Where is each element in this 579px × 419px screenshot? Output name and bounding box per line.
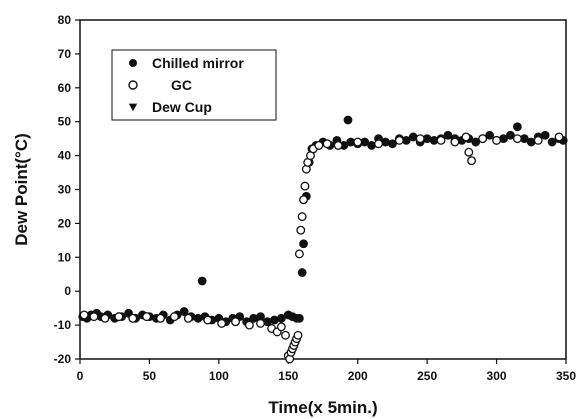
x-tick-label: 350 bbox=[556, 369, 576, 383]
legend-marker-gc bbox=[128, 80, 138, 90]
data-point bbox=[128, 313, 138, 323]
data-point bbox=[89, 312, 99, 322]
y-tick-label: 80 bbox=[58, 13, 72, 27]
legend-item-dew-cup: Dew Cup bbox=[128, 99, 212, 115]
legend-label-dew-cup: Dew Cup bbox=[152, 99, 212, 115]
data-point bbox=[436, 135, 446, 145]
data-point bbox=[197, 276, 207, 286]
y-tick-label: 40 bbox=[58, 149, 72, 163]
data-point bbox=[415, 134, 425, 144]
data-point bbox=[293, 330, 303, 340]
y-tick-label: 60 bbox=[58, 81, 72, 95]
data-point bbox=[300, 181, 310, 191]
y-tick-label: 0 bbox=[64, 284, 71, 298]
data-point bbox=[169, 312, 179, 322]
data-point bbox=[388, 139, 397, 149]
y-tick-label: 10 bbox=[58, 250, 72, 264]
x-tick-label: 300 bbox=[487, 369, 507, 383]
x-tick-label: 150 bbox=[278, 369, 298, 383]
legend-item-chilled-mirror: Chilled mirror bbox=[129, 55, 244, 71]
legend-marker-chilled-mirror bbox=[129, 59, 137, 67]
legend-item-gc: GC bbox=[128, 77, 192, 93]
data-point bbox=[294, 313, 304, 323]
data-point bbox=[443, 130, 453, 140]
data-point bbox=[374, 139, 383, 149]
x-tick-label: 250 bbox=[417, 369, 437, 383]
data-point bbox=[299, 195, 309, 205]
data-point bbox=[79, 310, 89, 320]
y-axis: -20 -10 0 10 20 30 40 50 60 70 80 bbox=[54, 13, 80, 366]
data-point bbox=[533, 135, 543, 145]
data-point bbox=[256, 318, 265, 328]
data-point bbox=[554, 132, 564, 142]
x-tick-label: 50 bbox=[143, 369, 157, 383]
data-point bbox=[333, 140, 343, 150]
y-tick-label: 70 bbox=[58, 47, 72, 61]
legend-label-gc: GC bbox=[171, 77, 192, 93]
x-tick-label: 200 bbox=[348, 369, 368, 383]
legend: Chilled mirror GC Dew Cup bbox=[111, 49, 277, 121]
data-point bbox=[478, 134, 488, 144]
data-point bbox=[461, 132, 471, 142]
data-point bbox=[513, 122, 522, 132]
data-point bbox=[276, 313, 286, 323]
data-point bbox=[297, 212, 307, 222]
data-point bbox=[244, 320, 254, 330]
data-point bbox=[114, 312, 124, 322]
data-point bbox=[314, 140, 324, 150]
legend-marker-dew-cup bbox=[128, 103, 138, 112]
data-points bbox=[78, 115, 568, 364]
legend-label-chilled-mirror: Chilled mirror bbox=[152, 55, 244, 71]
data-point bbox=[540, 130, 550, 140]
data-point bbox=[217, 318, 227, 328]
y-tick-label: -20 bbox=[54, 352, 72, 366]
x-axis-title: Time(x 5min.) bbox=[268, 398, 377, 417]
data-point bbox=[281, 330, 290, 340]
data-point bbox=[506, 130, 515, 140]
x-axis: 0 50 100 150 200 250 300 350 bbox=[77, 359, 576, 383]
y-tick-label: 30 bbox=[58, 183, 72, 197]
data-point bbox=[294, 249, 304, 259]
y-tick-label: -10 bbox=[54, 318, 72, 332]
data-point bbox=[485, 130, 495, 140]
x-tick-label: 0 bbox=[77, 369, 84, 383]
y-tick-label: 20 bbox=[58, 216, 72, 230]
data-point bbox=[156, 313, 165, 323]
data-point bbox=[183, 313, 193, 323]
data-point bbox=[512, 134, 522, 144]
x-tick-label: 100 bbox=[209, 369, 229, 383]
data-point bbox=[450, 137, 460, 147]
legend-box bbox=[111, 49, 277, 121]
data-point bbox=[464, 147, 474, 157]
data-point bbox=[492, 135, 502, 145]
data-point bbox=[203, 315, 213, 325]
series-gc bbox=[79, 132, 564, 364]
data-point bbox=[467, 156, 477, 166]
y-tick-label: 50 bbox=[58, 115, 72, 129]
data-point bbox=[299, 239, 308, 249]
data-point bbox=[142, 312, 152, 322]
data-point bbox=[179, 307, 189, 316]
data-point bbox=[322, 139, 332, 149]
data-point bbox=[297, 268, 307, 277]
data-point bbox=[100, 313, 110, 323]
data-point bbox=[547, 137, 557, 147]
series-chilled-mirror bbox=[78, 115, 568, 327]
data-point bbox=[394, 135, 404, 145]
data-point bbox=[471, 137, 481, 147]
data-point bbox=[296, 225, 306, 235]
data-point bbox=[276, 322, 286, 332]
data-point bbox=[343, 115, 353, 125]
data-point bbox=[231, 317, 240, 327]
y-axis-title: Dew Point(°C) bbox=[12, 133, 31, 246]
data-point bbox=[353, 137, 363, 147]
